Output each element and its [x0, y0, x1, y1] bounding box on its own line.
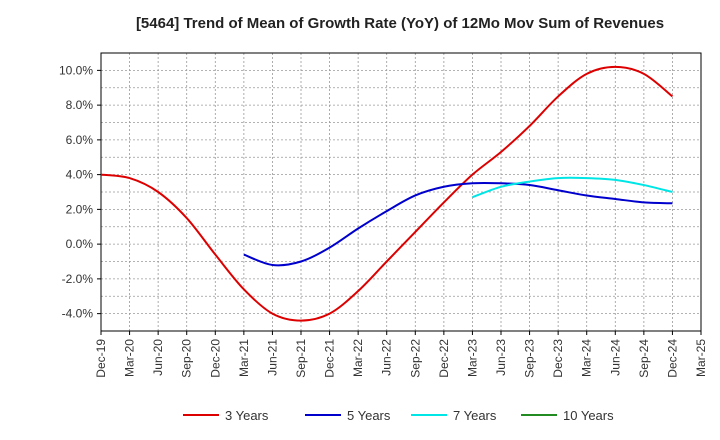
y-tick-label: 0.0% [66, 237, 94, 251]
x-tick-label: Jun-21 [265, 339, 279, 376]
y-tick-label: 4.0% [66, 168, 94, 182]
x-tick-label: Jun-20 [151, 339, 165, 376]
y-tick-label: -2.0% [62, 272, 94, 286]
x-tick-label: Jun-24 [608, 339, 622, 376]
y-tick-label: -4.0% [62, 307, 94, 321]
x-tick-label: Sep-21 [294, 339, 308, 378]
legend-label: 10 Years [563, 408, 614, 423]
x-tick-label: Mar-23 [465, 339, 479, 377]
legend-label: 7 Years [453, 408, 497, 423]
y-tick-label: 6.0% [66, 133, 94, 147]
legend-label: 5 Years [347, 408, 391, 423]
x-tick-label: Mar-24 [580, 339, 594, 377]
x-tick-label: Dec-22 [437, 339, 451, 378]
x-tick-label: Sep-22 [408, 339, 422, 378]
x-tick-label: Dec-21 [323, 339, 337, 378]
x-tick-label: Jun-22 [380, 339, 394, 376]
x-tick-label: Dec-20 [208, 339, 222, 378]
x-tick-label: Dec-24 [665, 339, 679, 378]
series-lines [100, 65, 674, 322]
x-tick-label: Sep-24 [637, 339, 651, 378]
x-tick-label: Mar-22 [351, 339, 365, 377]
series-line-7-years [472, 176, 673, 199]
y-tick-label: 10.0% [59, 63, 93, 77]
x-tick-label: Dec-23 [551, 339, 565, 378]
legend-label: 3 Years [225, 408, 269, 423]
x-tick-label: Sep-23 [523, 339, 537, 378]
x-tick-label: Mar-20 [123, 339, 137, 377]
y-tick-label: 2.0% [66, 202, 94, 216]
chart-title: [5464] Trend of Mean of Growth Rate (YoY… [136, 15, 664, 32]
x-tick-label: Mar-25 [694, 339, 708, 377]
gridlines [101, 52, 701, 332]
x-axis: Dec-19 Mar-20 Jun-20 Sep-20 Dec-20 Mar-21 Jun-… [94, 331, 708, 378]
y-axis: -4.0% -2.0% 0.0% 2.0% 4.0% 6.0% 8.0% 10.0% [59, 63, 101, 321]
series-line-5-years [243, 181, 673, 267]
legend: 3 Years 5 Years 7 Years 10 Years [183, 408, 614, 423]
x-tick-label: Jun-23 [494, 339, 508, 376]
x-tick-label: Sep-20 [180, 339, 194, 378]
plot-area-border [100, 52, 702, 332]
x-tick-label: Dec-19 [94, 339, 108, 378]
series-line-3-years [100, 65, 674, 322]
x-tick-label: Mar-21 [237, 339, 251, 377]
y-tick-label: 8.0% [66, 98, 94, 112]
